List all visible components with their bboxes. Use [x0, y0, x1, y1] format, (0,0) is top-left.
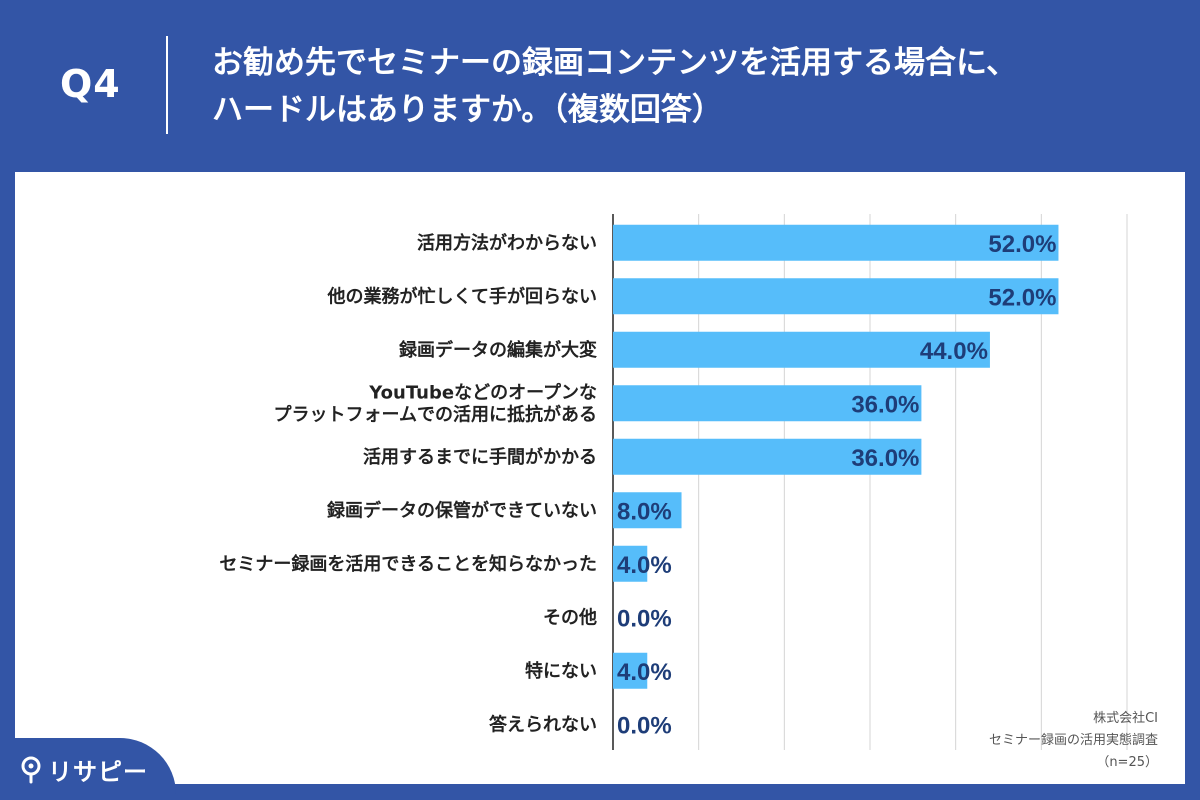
category-label: 活用するまでに手間がかかる [363, 446, 597, 468]
category-label: 録画データの編集が大変 [399, 339, 597, 361]
bar [613, 652, 648, 689]
bar [613, 278, 1059, 315]
category-label: 活用方法がわからない [417, 232, 597, 254]
pin-icon [21, 756, 41, 783]
brand-logo: リサピー [20, 752, 148, 787]
category-label: 特にない [525, 660, 597, 682]
question-title-line-1: お勧め先でセミナーの録画コンテンツを活用する場合に、 [212, 45, 1018, 81]
bar [613, 224, 1059, 261]
category-label: YouTubeなどのオープンなプラットフォームでの活用に抵抗がある [274, 381, 597, 425]
category-label: 他の業務が忙しくて手が回らない [327, 285, 597, 307]
logo-background [0, 738, 176, 800]
category-label: その他 [543, 606, 597, 628]
category-label: セミナー録画を活用できることを知らなかった [219, 553, 597, 575]
header-divider [166, 36, 168, 134]
logo-text: リサピー [48, 758, 148, 786]
data-label: 36.0% [851, 391, 919, 418]
source-sample: （n=25） [1096, 755, 1158, 770]
question-title: お勧め先でセミナーの録画コンテンツを活用する場合に、 ハードルはありますか。（複… [212, 40, 1017, 134]
bar-chart: 活用方法がわからない 52.0% 他の業務が忙しくて手が回らない 52.0% 録画データ… [219, 214, 1128, 750]
data-label: 52.0% [988, 284, 1056, 311]
bar [613, 492, 682, 529]
category-label: 答えられない [489, 713, 597, 735]
bar [613, 385, 922, 422]
data-label: 44.0% [920, 338, 988, 365]
bar [613, 331, 990, 368]
header: Q4 お勧め先でセミナーの録画コンテンツを活用する場合に、 ハードルはありますか… [0, 0, 1200, 172]
data-label: 0.0% [617, 605, 672, 632]
data-label: 8.0% [617, 498, 672, 525]
data-label: 4.0% [617, 659, 672, 686]
data-label: 0.0% [617, 712, 672, 739]
bar [613, 438, 922, 475]
question-number: Q4 [60, 62, 121, 106]
data-label: 4.0% [617, 552, 672, 579]
chart-panel: 活用方法がわからない 52.0% 他の業務が忙しくて手が回らない 52.0% 録画データ… [15, 172, 1185, 784]
source-survey: セミナー録画の活用実態調査 [988, 733, 1158, 748]
source-company: 株式会社CI [1093, 711, 1158, 726]
question-title-line-2: ハードルはありますか。（複数回答） [212, 92, 723, 128]
source-note: 株式会社CI セミナー録画の活用実態調査 （n=25） [989, 708, 1158, 774]
data-label: 36.0% [851, 445, 919, 472]
bar [613, 545, 648, 582]
data-label: 52.0% [988, 231, 1056, 258]
category-label: 録画データの保管ができていない [327, 499, 597, 521]
